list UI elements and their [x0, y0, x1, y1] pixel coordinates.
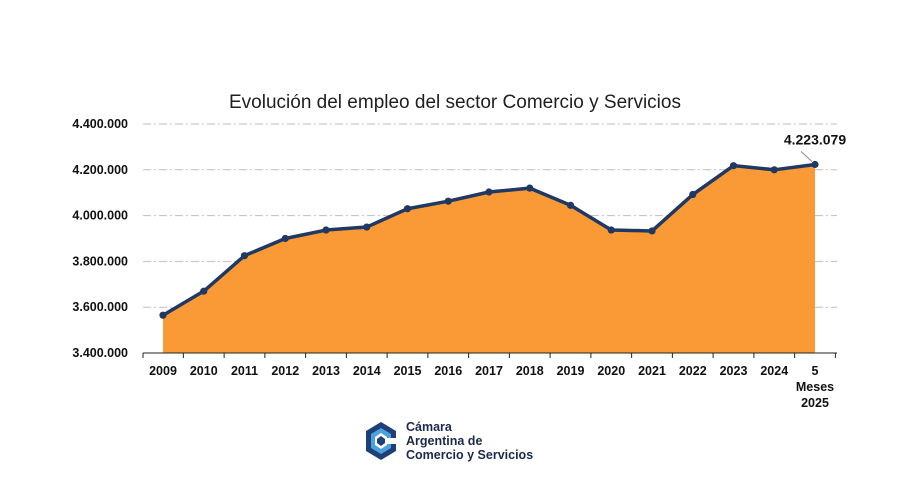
data-point: [281, 234, 289, 243]
data-point: [648, 227, 656, 235]
axes: [142, 352, 837, 358]
y-tick-label: 3.600.000: [72, 300, 128, 314]
x-tick-label: 5 Meses 2025: [796, 364, 834, 410]
data-point: [689, 190, 697, 199]
data-point: [322, 226, 330, 234]
x-tick-label: 2016: [434, 364, 462, 378]
x-tick-label: 2017: [475, 364, 503, 378]
x-tick-label: 2020: [597, 364, 625, 378]
x-tick-label: 2012: [271, 364, 299, 378]
cac-logo-icon: [366, 422, 398, 460]
data-point: [444, 197, 452, 205]
data-label-leader: [800, 151, 813, 162]
area-chart: Evolución del empleo del sector Comercio…: [72, 92, 846, 410]
x-tick-label: 2011: [231, 364, 258, 378]
camara-logo: Cámara Argentina de Comercio y Servicios: [364, 420, 533, 462]
x-tick-label: 2019: [557, 364, 585, 378]
x-tick-label: 2015: [394, 364, 422, 378]
data-point: [566, 201, 575, 209]
area-fill: [163, 164, 815, 353]
logo-line-1: Cámara: [406, 420, 452, 434]
data-point: [403, 205, 412, 213]
x-tick-label: 2010: [190, 364, 218, 378]
x-tick-label: 2022: [679, 364, 707, 378]
data-point: [770, 166, 778, 174]
chart-title: Evolución del empleo del sector Comercio…: [229, 92, 681, 113]
x-tick-label: 2021: [638, 364, 666, 378]
data-point: [159, 311, 167, 319]
y-tick-label: 4.200.000: [72, 163, 128, 177]
x-tick-label: 2018: [516, 364, 544, 378]
data-point: [729, 162, 738, 170]
y-tick-label: 4.400.000: [72, 117, 128, 131]
logo-line-3: Comercio y Servicios: [406, 448, 534, 462]
y-tick-label: 3.400.000: [72, 346, 128, 360]
data-point: [363, 223, 371, 231]
labels: 3.400.000 3.600.000 3.800.000 4.000.000 4.20…: [72, 117, 846, 410]
data-label: 4.223.079: [784, 132, 846, 148]
data-point: [485, 188, 493, 196]
x-tick-label: 2013: [312, 364, 340, 378]
area-layer: [159, 160, 819, 353]
data-point: [607, 226, 615, 234]
data-point: [526, 184, 534, 192]
x-tick-label: 2024: [760, 364, 788, 378]
logo-line-2: Argentina de: [406, 434, 483, 448]
y-tick-label: 4.000.000: [72, 209, 128, 223]
x-tick-label: 2014: [353, 364, 381, 378]
data-point: [240, 252, 249, 260]
data-point: [811, 160, 819, 169]
y-tick-label: 3.800.000: [72, 254, 128, 268]
x-tick-label: 2009: [149, 364, 177, 378]
x-tick-label: 2023: [720, 364, 748, 378]
data-point: [200, 287, 208, 295]
